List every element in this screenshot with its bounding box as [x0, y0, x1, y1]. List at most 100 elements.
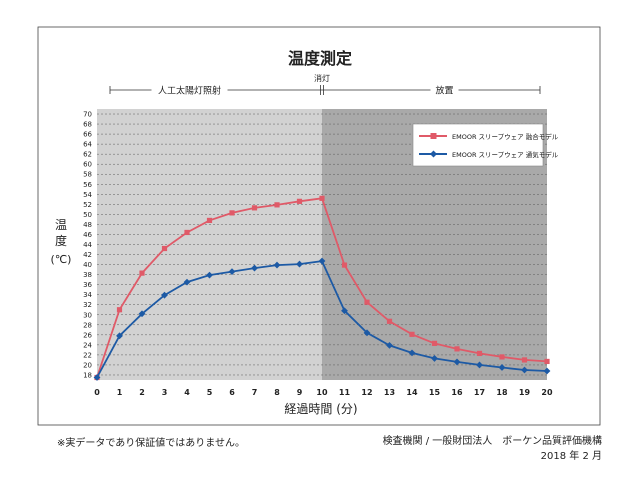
data-point: [229, 210, 235, 216]
x-tick-label: 6: [229, 388, 235, 397]
data-point: [296, 260, 303, 268]
x-tick-label: 2: [139, 388, 145, 397]
data-point: [499, 354, 505, 360]
data-point: [409, 331, 415, 337]
data-point: [341, 262, 348, 268]
data-point: [521, 357, 528, 363]
x-axis-label: 経過時間 (分): [284, 402, 357, 416]
y-tick-label: 20: [83, 361, 92, 369]
phase-label-irradiation: 人工太陽灯照射: [158, 85, 221, 97]
footer-source-line: 検査機関 / 一般財団法人 ボーケン品質評価機構: [382, 436, 602, 447]
chart-title: 温度測定: [287, 49, 352, 68]
data-point: [251, 264, 258, 272]
data-point: [296, 198, 303, 204]
y-axis-label-unit: (℃): [51, 253, 72, 266]
data-point: [363, 329, 371, 337]
phase-label-lights-off: 消灯: [314, 73, 330, 83]
y-tick-label: 52: [83, 201, 92, 209]
x-tick-label: 16: [451, 388, 463, 397]
y-tick-label: 36: [83, 281, 92, 289]
y-tick-label: 32: [83, 301, 92, 309]
y-tick-label: 18: [83, 371, 92, 379]
y-axis-ticks: 18 20 22 24 26 28 30 32 34 36 38 40 42 44 46 48 50 52 54 56…: [83, 111, 92, 380]
data-point: [228, 268, 236, 275]
y-tick-label: 46: [83, 231, 92, 239]
data-point: [116, 307, 123, 313]
x-tick-label: 1: [117, 388, 123, 397]
legend: EMOOR スリープウェア 融合モデル EMOOR スリープウェア 通気モデル: [412, 123, 559, 167]
grid-lines: [97, 113, 547, 376]
y-tick-label: 40: [83, 261, 92, 269]
y-tick-label: 42: [83, 251, 92, 259]
y-tick-label: 48: [83, 221, 92, 229]
data-point: [408, 349, 416, 357]
x-tick-label: 9: [297, 388, 303, 397]
y-tick-label: 60: [83, 161, 92, 169]
y-tick-label: 58: [83, 171, 92, 179]
legend-marker-square: [430, 133, 437, 139]
y-tick-label: 64: [83, 141, 92, 149]
footer-date: 2018 年 2 月: [540, 451, 602, 462]
data-point: [341, 307, 348, 315]
footer-note: ※実データであり保証値ではありません。: [57, 438, 245, 449]
data-point: [318, 257, 326, 265]
y-axis-label-char-1: 温: [55, 218, 67, 232]
phase-label-rest: 放置: [435, 85, 453, 97]
data-point: [476, 350, 483, 357]
y-axis-label-char-2: 度: [55, 233, 67, 248]
y-tick-label: 50: [83, 211, 92, 219]
x-tick-label: 3: [162, 388, 168, 397]
series-layer: [93, 195, 551, 381]
data-point: [386, 318, 393, 324]
x-tick-label: 0: [94, 388, 100, 397]
legend-box: [412, 123, 544, 167]
y-tick-label: 68: [83, 121, 92, 129]
data-point: [319, 195, 325, 201]
x-tick-label: 19: [519, 388, 531, 397]
x-tick-label: 14: [406, 388, 418, 397]
data-point: [453, 358, 461, 366]
data-point: [138, 310, 146, 318]
data-point: [273, 261, 281, 269]
data-point: [183, 278, 191, 286]
y-tick-label: 38: [83, 271, 92, 279]
x-tick-label: 5: [207, 388, 213, 397]
y-tick-label: 70: [83, 111, 92, 119]
x-tick-label: 8: [274, 388, 280, 397]
data-point: [93, 374, 101, 381]
y-tick-label: 62: [83, 151, 92, 159]
data-point: [431, 355, 438, 362]
data-point: [139, 270, 145, 276]
x-tick-label: 15: [429, 388, 441, 397]
data-point: [498, 364, 506, 371]
x-tick-label: 17: [474, 388, 485, 397]
phase-label-bg: [151, 84, 228, 96]
x-tick-label: 13: [384, 388, 395, 397]
x-axis-ticks: 0 1 2 3 4 5 6 7 8 9 10 11 12 13 14 15 16 17 18 19 20: [94, 388, 553, 397]
y-tick-label: 26: [83, 331, 92, 339]
data-point: [431, 340, 438, 346]
y-tick-label: 44: [83, 241, 92, 249]
y-tick-label: 24: [83, 341, 92, 349]
data-point: [161, 291, 168, 299]
data-point: [206, 271, 213, 279]
x-tick-label: 12: [361, 388, 372, 397]
footer-source: 検査機関 / 一般財団法人 ボーケン品質評価機構 2018 年 2 月: [383, 434, 602, 464]
data-point: [454, 346, 460, 352]
data-point: [116, 332, 123, 340]
y-axis-label: 温 度 (℃): [51, 218, 72, 266]
x-tick-label: 10: [316, 388, 328, 397]
y-tick-label: 66: [83, 131, 92, 139]
phase-label-bg: [430, 84, 459, 96]
y-tick-label: 34: [83, 291, 92, 299]
legend-label-series-1: EMOOR スリープウェア 融合モデル: [452, 132, 559, 141]
x-tick-label: 20: [541, 388, 553, 397]
y-tick-label: 22: [83, 351, 92, 359]
data-point: [364, 299, 370, 305]
legend-label-series-2: EMOOR スリープウェア 通気モデル: [452, 150, 559, 159]
data-point: [161, 245, 168, 252]
data-point: [251, 205, 258, 211]
data-point: [386, 341, 393, 349]
